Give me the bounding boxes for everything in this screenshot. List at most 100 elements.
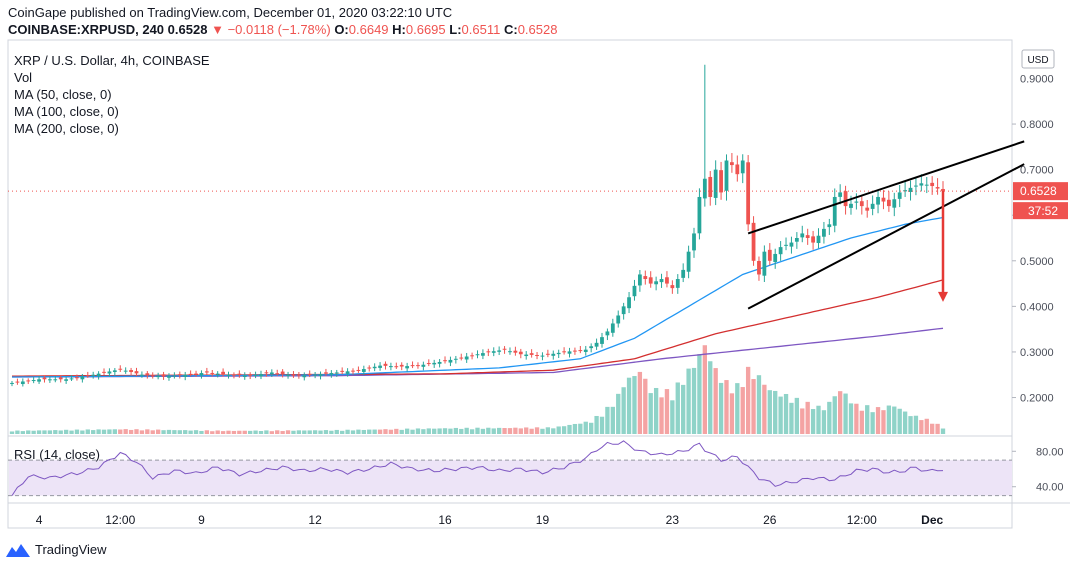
candle-body: [865, 207, 870, 211]
volume-bar: [572, 423, 578, 434]
volume-bar: [42, 430, 47, 434]
candle-body: [134, 371, 139, 374]
candle-body: [53, 379, 58, 381]
candle-body: [112, 370, 117, 372]
volume-bar: [101, 429, 107, 434]
candle-body: [491, 351, 496, 353]
candle-body: [838, 192, 843, 197]
candle-body: [757, 260, 761, 275]
candle-body: [269, 372, 274, 375]
countdown-badge-text: 37:52: [1028, 204, 1058, 218]
candle-body: [145, 373, 150, 376]
candle-body: [204, 371, 209, 373]
volume-bar: [702, 345, 708, 434]
volume-bar: [827, 401, 832, 434]
volume-bar: [177, 430, 182, 434]
candle-body: [123, 370, 128, 372]
candle-body: [405, 366, 410, 369]
volume-bar: [291, 430, 296, 434]
volume-bar: [220, 431, 226, 434]
candle-body: [356, 369, 361, 371]
candle-body: [735, 164, 740, 175]
volume-bar: [394, 428, 399, 434]
wedge-upper-trendline: [747, 140, 1025, 235]
rsi-tick-label: 40.00: [1036, 482, 1064, 494]
time-tick-label: 19: [536, 513, 550, 527]
candle-body: [573, 350, 577, 352]
candle-body: [416, 365, 420, 367]
volume-bar: [902, 411, 908, 434]
candle-body: [648, 277, 653, 284]
tradingview-brand[interactable]: TradingView: [6, 542, 107, 557]
volume-bar: [134, 429, 139, 434]
volume-bar: [507, 428, 513, 434]
currency-button[interactable]: [1021, 49, 1055, 69]
time-tick-label: 9: [198, 513, 205, 527]
candle-body: [20, 381, 25, 385]
volume-bar: [480, 428, 486, 434]
volume-bar: [226, 430, 231, 434]
volume-bar: [837, 391, 843, 434]
candle-body: [529, 353, 534, 355]
volume-bar: [865, 405, 870, 434]
volume-bar: [875, 407, 881, 434]
candle-body: [518, 351, 523, 355]
candle-body: [334, 372, 339, 374]
currency-button-label: USD: [1027, 55, 1048, 66]
candle-body: [340, 370, 345, 372]
candle-body: [96, 373, 101, 377]
volume-bar: [193, 430, 199, 434]
candle-body: [681, 269, 686, 278]
candle-body: [383, 363, 388, 366]
candle-body: [784, 244, 788, 246]
time-tick-label: 16: [438, 513, 452, 527]
candle-body: [443, 360, 447, 362]
volume-bar: [491, 428, 496, 434]
candle-body: [69, 378, 74, 380]
candle-body: [459, 357, 464, 359]
candle-body: [448, 359, 453, 363]
volume-bar: [475, 427, 480, 434]
volume-bar: [729, 393, 735, 434]
candle-body: [102, 371, 106, 373]
volume-bar: [318, 430, 323, 434]
volume-bar: [908, 416, 913, 434]
volume-bar: [664, 389, 670, 434]
ma50-line: [12, 216, 944, 378]
candle-body: [778, 247, 783, 255]
candle-body: [275, 373, 280, 375]
candle-body: [719, 170, 723, 193]
volume-bar: [745, 366, 751, 434]
candle-body: [897, 192, 902, 199]
candle-body: [556, 352, 561, 355]
ma100-line: [12, 279, 944, 377]
candle-body: [481, 353, 485, 356]
candle-body: [643, 276, 648, 280]
candle-body: [232, 374, 236, 376]
rsi-label: RSI (14, close): [14, 447, 100, 462]
volume-bar: [675, 382, 680, 434]
volume-bar: [843, 393, 848, 434]
candle-body: [822, 228, 826, 237]
candle-body: [713, 169, 718, 198]
volume-bar: [388, 429, 394, 434]
candle-body: [26, 380, 31, 382]
volume-bar: [643, 378, 648, 434]
volume-bar: [58, 430, 63, 434]
publisher-line: CoinGape published on TradingView.com, D…: [8, 5, 452, 20]
candle-body: [935, 187, 940, 189]
volume-bar: [708, 361, 713, 434]
candle-body: [432, 362, 437, 365]
candle-body: [708, 176, 713, 197]
volume-bar: [361, 429, 366, 434]
low-label: L:: [449, 22, 462, 37]
volume-bar: [616, 393, 621, 434]
volume-bar: [432, 428, 437, 434]
candle-body: [632, 285, 637, 297]
candle-body: [291, 374, 296, 376]
change-arrow-icon: ▼: [211, 22, 224, 37]
volume-bar: [356, 429, 361, 434]
candle-body: [10, 382, 14, 384]
candle-body: [746, 162, 751, 225]
